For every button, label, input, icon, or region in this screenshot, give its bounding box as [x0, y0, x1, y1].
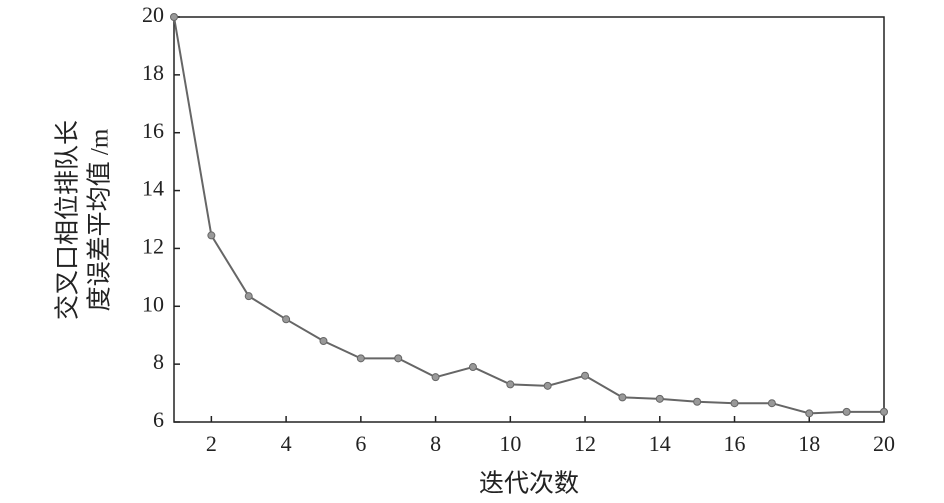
y-tick-label: 6: [153, 407, 164, 432]
data-point: [319, 337, 328, 345]
data-point: [805, 409, 814, 418]
data-point: [207, 231, 216, 240]
x-tick-label: 14: [649, 431, 671, 456]
x-tick-label: 10: [499, 431, 521, 456]
y-tick-label: 14: [142, 176, 164, 201]
data-point: [282, 315, 291, 324]
x-tick-label: 20: [873, 431, 895, 456]
plot-frame: [173, 16, 885, 423]
x-tick-label: 4: [281, 431, 292, 456]
x-tick-label: 16: [724, 431, 746, 456]
data-point: [431, 373, 440, 382]
data-point: [394, 354, 403, 363]
y-tick-label: 16: [142, 118, 164, 143]
x-tick-label: 12: [574, 431, 596, 456]
data-point: [468, 363, 477, 372]
data-point: [767, 399, 776, 408]
data-point: [356, 354, 365, 363]
data-point: [581, 371, 590, 380]
data-point: [543, 381, 552, 390]
y-tick-label: 10: [142, 291, 164, 316]
y-tick-label: 20: [142, 2, 164, 27]
data-point: [842, 407, 851, 416]
x-tick-label: 2: [206, 431, 217, 456]
y-axis-label-line: 度误差平均值 /m: [86, 128, 114, 311]
series-line: [173, 16, 884, 415]
data-point: [244, 292, 253, 301]
data-point: [880, 407, 888, 416]
data-point: [506, 380, 515, 389]
x-axis-label: 迭代次数: [479, 470, 579, 498]
y-tick-label: 8: [153, 349, 164, 374]
data-point: [730, 399, 739, 408]
x-tick-label: 18: [798, 431, 820, 456]
y-tick-label: 12: [142, 233, 164, 258]
x-tick-label: 6: [355, 431, 366, 456]
x-tick-label: 8: [430, 431, 441, 456]
data-point: [693, 397, 702, 406]
data-point: [655, 394, 664, 403]
y-axis-label: 交叉口相位排队长 度误差平均值 /m: [54, 120, 114, 320]
data-point: [170, 13, 178, 21]
data-point: [618, 393, 627, 402]
y-axis-label-line: 交叉口相位排队长: [54, 120, 82, 320]
y-tick-label: 18: [142, 60, 164, 85]
